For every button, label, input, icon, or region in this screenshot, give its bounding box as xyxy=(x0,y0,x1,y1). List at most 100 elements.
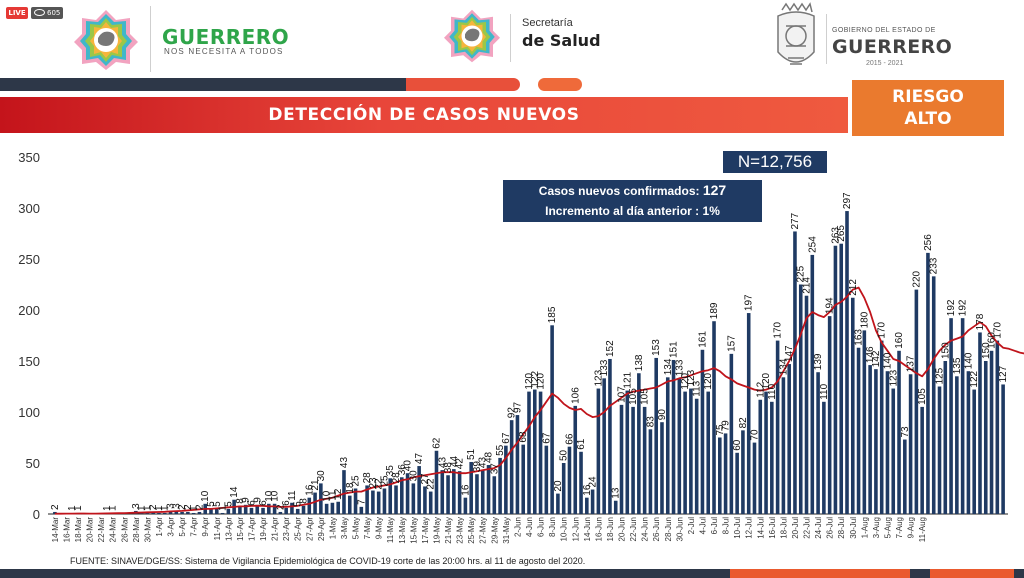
x-tick-label: 6-Jun xyxy=(537,517,546,537)
data-label: 75 xyxy=(715,424,726,436)
data-label: 92 xyxy=(507,407,518,419)
x-tick-label: 18-Jul xyxy=(779,517,788,539)
bar xyxy=(180,511,184,514)
data-label: 3 xyxy=(171,503,182,509)
government-seal xyxy=(777,2,815,65)
data-label: 122 xyxy=(530,370,541,387)
data-label: 25 xyxy=(380,475,391,487)
data-label: 23 xyxy=(368,477,379,489)
x-tick-label: 25-May xyxy=(467,517,476,544)
data-label: 146 xyxy=(865,346,876,363)
data-label: 135 xyxy=(952,357,963,374)
ministry-line2: de Salud xyxy=(522,31,601,50)
x-tick-label: 18-Jun xyxy=(606,517,615,541)
bar xyxy=(498,457,502,514)
data-label: 134 xyxy=(778,358,789,375)
data-label: 1 xyxy=(108,505,119,511)
x-tick-label: 1-May xyxy=(328,517,337,539)
bar xyxy=(319,483,323,514)
x-tick-label: 24-Jul xyxy=(814,517,823,539)
x-tick-label: 9-May xyxy=(375,517,384,539)
x-tick-label: 12-Jun xyxy=(571,517,580,541)
x-tick-label: 20-Jun xyxy=(618,517,627,541)
x-tick-label: 19-May xyxy=(433,517,442,544)
bar xyxy=(891,388,896,514)
new-cases-value: 127 xyxy=(702,182,727,198)
data-label: 60 xyxy=(732,439,743,451)
data-label: 3 xyxy=(131,503,142,509)
bar xyxy=(955,376,959,514)
bar xyxy=(793,231,797,514)
y-tick-label: 250 xyxy=(18,252,40,267)
x-tick-label: 28-Jul xyxy=(837,517,846,539)
data-label: 256 xyxy=(923,234,934,251)
data-label: 79 xyxy=(721,420,732,432)
data-label: 297 xyxy=(842,192,853,209)
x-tick-label: 20-Mar xyxy=(86,517,95,543)
y-tick-label: 300 xyxy=(18,201,40,216)
bar xyxy=(631,406,635,514)
x-tick-label: 24-Mar xyxy=(109,517,118,543)
data-label: 2 xyxy=(194,504,205,510)
x-tick-label: 26-Mar xyxy=(120,517,129,543)
data-label: 142 xyxy=(871,350,882,367)
bar xyxy=(226,508,231,514)
bar xyxy=(758,399,763,514)
data-label: 1 xyxy=(218,505,229,511)
data-label: 161 xyxy=(698,331,709,348)
bar xyxy=(515,415,520,514)
bar xyxy=(388,478,393,514)
x-tick-label: 31-May xyxy=(502,517,511,544)
bar xyxy=(700,349,705,514)
bar xyxy=(538,391,543,514)
x-tick-label: 5-Apr xyxy=(178,517,187,537)
data-label: 14 xyxy=(229,486,240,498)
bar xyxy=(787,364,791,514)
x-tick-label: 1-Aug xyxy=(860,517,869,538)
bar xyxy=(995,340,1000,514)
bar xyxy=(648,429,653,514)
data-label: 265 xyxy=(836,225,847,242)
data-label: 43 xyxy=(478,457,489,469)
data-label: 82 xyxy=(738,417,749,429)
data-label: 5 xyxy=(206,501,217,507)
x-tick-label: 1-Apr xyxy=(155,517,164,537)
x-tick-label: 23-Apr xyxy=(282,517,291,541)
y-tick-label: 200 xyxy=(18,303,40,318)
star-emblem-icon xyxy=(444,9,500,63)
bar xyxy=(718,437,722,514)
x-tick-label: 20-Jul xyxy=(791,517,800,539)
data-label: 5 xyxy=(293,501,304,507)
bar xyxy=(336,501,340,514)
bar xyxy=(353,488,358,514)
bar xyxy=(746,313,751,514)
x-tick-label: 30-Jul xyxy=(849,517,858,539)
data-label: 9 xyxy=(241,497,252,503)
data-label: 48 xyxy=(484,451,495,463)
bar xyxy=(157,512,161,514)
data-label: 39 xyxy=(472,461,483,473)
data-label: 3 xyxy=(166,503,177,509)
bar xyxy=(342,470,346,514)
bar xyxy=(665,377,670,514)
bar xyxy=(874,369,878,514)
bar xyxy=(261,507,265,514)
bar xyxy=(394,485,398,514)
bar xyxy=(706,391,711,514)
bar xyxy=(238,505,242,514)
data-label: 147 xyxy=(784,345,795,362)
x-tick-label: 12-Jul xyxy=(745,517,754,539)
bar xyxy=(255,504,260,514)
data-label: 6 xyxy=(281,500,292,506)
x-tick-label: 28-Mar xyxy=(132,517,141,543)
guerrero-logo xyxy=(74,10,138,70)
eye-icon xyxy=(34,8,45,16)
x-tick-label: 7-Apr xyxy=(190,517,199,537)
data-label: 254 xyxy=(807,236,818,253)
bar xyxy=(827,316,832,514)
bar xyxy=(943,361,948,514)
data-label: 120 xyxy=(680,372,691,389)
x-tick-label: 8-Jul xyxy=(722,517,731,535)
bar xyxy=(475,474,479,514)
bar xyxy=(770,401,774,514)
